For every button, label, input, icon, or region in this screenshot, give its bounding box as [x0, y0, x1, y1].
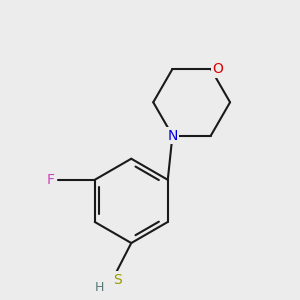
- Text: N: N: [167, 128, 178, 142]
- Text: F: F: [46, 173, 54, 187]
- Text: O: O: [212, 62, 223, 76]
- Text: N: N: [167, 128, 178, 142]
- Text: S: S: [113, 273, 122, 286]
- Text: H: H: [95, 281, 105, 295]
